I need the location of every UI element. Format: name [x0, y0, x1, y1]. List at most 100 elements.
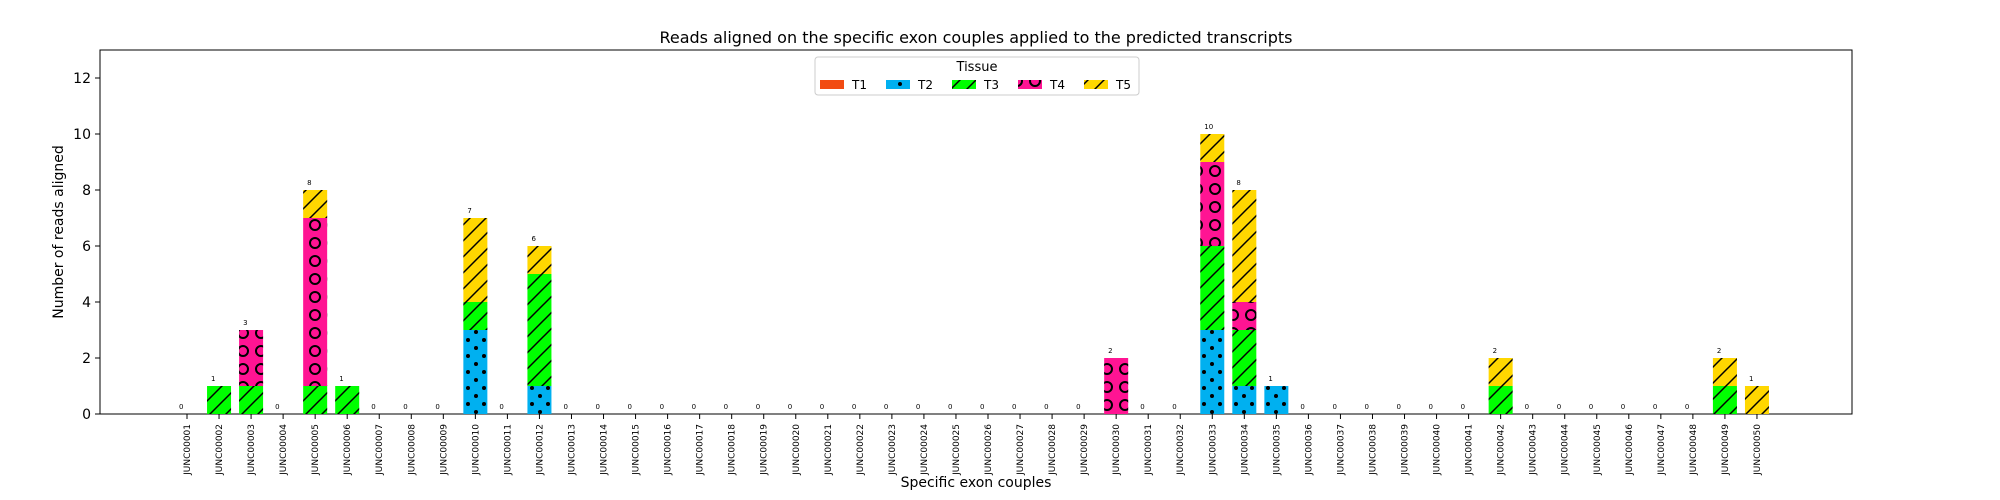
bar-total-label: 0	[1397, 403, 1401, 411]
x-tick-label: JUNC00013	[567, 424, 577, 476]
x-tick-label: JUNC00026	[984, 424, 994, 476]
bar-total-label: 0	[275, 403, 279, 411]
x-tick-label: JUNC00043	[1529, 424, 1539, 476]
y-axis: 0 2 4 6 8 10 12	[73, 71, 100, 423]
x-tick-label: JUNC00046	[1625, 424, 1635, 476]
bar-total-label: 2	[1717, 347, 1721, 355]
y-tick-label: 12	[73, 71, 91, 87]
legend-items: T1 T2 T3 T4 T5	[820, 78, 1131, 92]
bar-hatch	[1264, 386, 1289, 414]
x-tick-label: JUNC00010	[471, 424, 481, 476]
x-tick-label: JUNC00008	[407, 424, 417, 476]
bar-hatch	[335, 386, 360, 414]
bar-hatch	[463, 302, 488, 330]
x-tick-label: JUNC00048	[1689, 424, 1699, 476]
x-tick-label: JUNC00023	[888, 424, 898, 476]
legend-label: T4	[1049, 78, 1065, 92]
bar-segment-t2	[463, 330, 488, 414]
x-tick-label: JUNC00036	[1304, 424, 1314, 476]
bar-segment-t5	[1200, 134, 1225, 162]
bar-total-label: 0	[852, 403, 856, 411]
bar-segment-t2	[527, 386, 552, 414]
bar-hatch	[1488, 358, 1513, 386]
bar-total-label: 0	[916, 403, 920, 411]
bar-hatch	[207, 386, 232, 414]
bar-segment-t3	[303, 386, 328, 414]
bars	[207, 134, 1769, 414]
bar-segment-t5	[527, 246, 552, 274]
x-tick-label: JUNC00019	[760, 424, 770, 476]
bar-total-label: 0	[692, 403, 696, 411]
bar-hatch	[303, 218, 328, 386]
bar-hatch	[1200, 134, 1225, 162]
bar-total-label: 0	[1685, 403, 1689, 411]
legend-swatch-hatch	[886, 80, 910, 89]
bar-segment-t5	[303, 190, 328, 218]
bar-total-label: 2	[1493, 347, 1497, 355]
bar-hatch	[1744, 386, 1769, 414]
x-tick-label: JUNC00002	[215, 424, 225, 476]
bar-segment-t2	[1232, 386, 1257, 414]
x-tick-label: JUNC00041	[1465, 424, 1475, 476]
bar-total-label: 1	[1268, 375, 1272, 383]
legend-item-t4: T4	[1018, 78, 1065, 92]
bar-segment-t3	[527, 274, 552, 386]
x-tick-label: JUNC00004	[279, 424, 289, 476]
legend-label: T5	[1115, 78, 1131, 92]
x-tick-label: JUNC00030	[1112, 424, 1122, 476]
x-tick-label: JUNC00006	[343, 424, 353, 476]
x-tick-label: JUNC00044	[1561, 424, 1571, 476]
bar-segment-t2	[1200, 330, 1225, 414]
bar-hatch	[1200, 246, 1225, 330]
x-tick-label: JUNC00017	[696, 424, 706, 476]
plot-frame	[99, 49, 1853, 415]
bar-total-label: 0	[1589, 403, 1593, 411]
x-tick-label: JUNC00005	[311, 424, 321, 476]
bar-total-label: 0	[596, 403, 600, 411]
legend-swatch-hatch	[1084, 80, 1108, 89]
bar-total-label: 0	[1332, 403, 1336, 411]
legend-title: Tissue	[956, 60, 998, 75]
legend-item-t5: T5	[1084, 78, 1131, 92]
bar-hatch	[1232, 190, 1257, 302]
bar-total-label: 3	[243, 319, 247, 327]
y-tick-label: 6	[82, 239, 91, 255]
bar-total-label: 0	[403, 403, 407, 411]
bar-total-label: 0	[884, 403, 888, 411]
bar-hatch	[463, 218, 488, 302]
y-tick-label: 8	[82, 183, 91, 199]
bar-segment-t4	[1200, 162, 1225, 246]
x-tick-label: JUNC00031	[1144, 424, 1154, 476]
x-tick-label: JUNC00032	[1176, 424, 1186, 476]
x-tick-label: JUNC00047	[1657, 424, 1667, 476]
x-tick-label: JUNC00003	[247, 424, 257, 476]
bar-total-label: 1	[339, 375, 343, 383]
bar-total-label: 0	[788, 403, 792, 411]
legend-label: T1	[851, 78, 867, 92]
x-tick-label: JUNC00025	[952, 424, 962, 476]
bar-hatch	[1200, 330, 1225, 414]
y-tick-label: 2	[82, 351, 91, 367]
bar-segment-t5	[1744, 386, 1769, 414]
bar-segment-t3	[207, 386, 232, 414]
x-tick-label: JUNC00014	[600, 424, 610, 476]
x-tick-label: JUNC00024	[920, 424, 930, 476]
legend-item-t3: T3	[952, 78, 999, 92]
bar-total-label: 10	[1204, 123, 1213, 131]
bar-segment-t4	[1104, 358, 1129, 414]
x-tick-label: JUNC00015	[632, 424, 642, 476]
bar-segment-t3	[335, 386, 360, 414]
x-tick-label: JUNC00038	[1368, 424, 1378, 476]
bar-segment-t3	[239, 386, 264, 414]
bar-hatch	[527, 274, 552, 386]
bar-total-label: 1	[211, 375, 215, 383]
bar-total-label: 0	[820, 403, 824, 411]
x-tick-label: JUNC00042	[1497, 424, 1507, 476]
x-tick-label: JUNC00009	[439, 424, 449, 476]
bar-segment-t2	[1264, 386, 1289, 414]
bar-total-label: 0	[371, 403, 375, 411]
bar-total-label: 0	[948, 403, 952, 411]
x-tick-label: JUNC00034	[1240, 424, 1250, 476]
legend-swatch-hatch	[952, 80, 976, 89]
x-tick-label: JUNC00012	[535, 424, 545, 476]
